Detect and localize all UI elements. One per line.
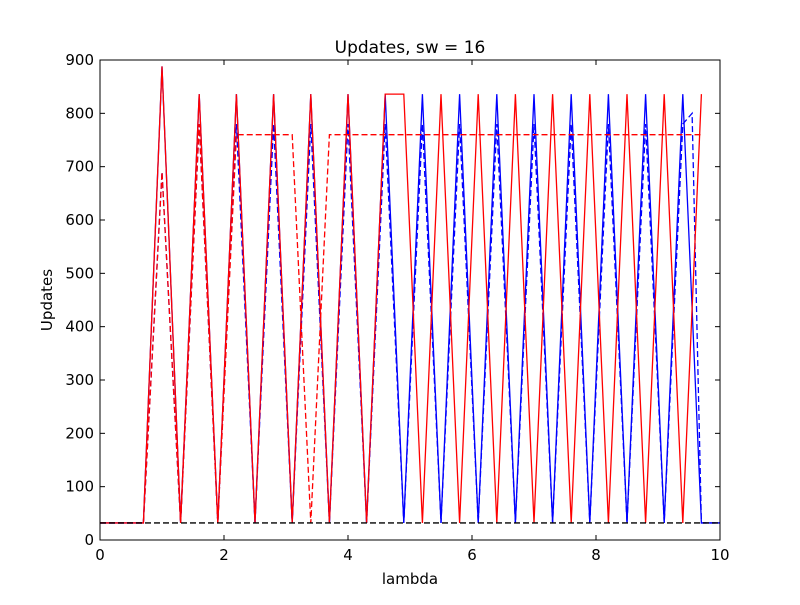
x-axis-label: lambda (382, 570, 438, 588)
x-tick-label: 2 (219, 546, 229, 564)
x-tick-label: 4 (343, 546, 353, 564)
y-tick-label: 400 (65, 318, 94, 336)
y-tick-label: 700 (65, 158, 94, 176)
x-tick-label: 8 (591, 546, 601, 564)
x-tick-label: 0 (95, 546, 105, 564)
plot-frame (99, 59, 721, 541)
y-tick-label: 0 (84, 531, 94, 549)
y-tick-label: 800 (65, 104, 94, 122)
y-tick-label: 500 (65, 264, 94, 282)
series-line-4 (100, 123, 702, 524)
y-tick-label: 600 (65, 211, 94, 229)
y-axis-label: Updates (38, 269, 56, 331)
x-tick-label: 6 (467, 546, 477, 564)
chart-title: Updates, sw = 16 (335, 38, 486, 58)
y-tick-label: 900 (65, 51, 94, 69)
y-tick-label: 100 (65, 478, 94, 496)
y-tick-label: 200 (65, 424, 94, 442)
y-tick-label: 300 (65, 371, 94, 389)
x-tick-label: 10 (710, 546, 729, 564)
